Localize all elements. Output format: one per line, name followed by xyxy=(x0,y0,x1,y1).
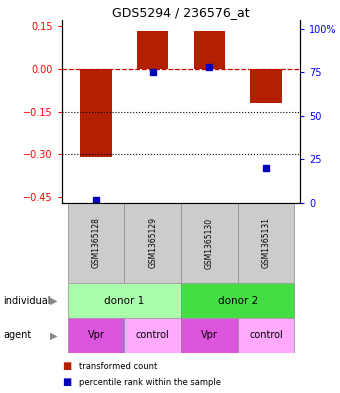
Bar xyxy=(68,203,124,283)
Text: Vpr: Vpr xyxy=(201,331,218,340)
Text: transformed count: transformed count xyxy=(79,362,157,371)
Bar xyxy=(137,31,168,69)
Text: ■: ■ xyxy=(62,362,71,371)
Text: ■: ■ xyxy=(62,377,71,387)
Bar xyxy=(181,203,238,283)
Text: Vpr: Vpr xyxy=(88,331,104,340)
Bar xyxy=(124,318,181,353)
Text: GSM1365131: GSM1365131 xyxy=(261,217,271,268)
Text: ▶: ▶ xyxy=(50,331,58,340)
Text: GSM1365130: GSM1365130 xyxy=(205,217,214,268)
Text: percentile rank within the sample: percentile rank within the sample xyxy=(79,378,221,387)
Bar xyxy=(238,318,294,353)
Text: donor 1: donor 1 xyxy=(104,296,144,305)
Bar xyxy=(194,31,225,69)
Text: donor 2: donor 2 xyxy=(218,296,258,305)
Bar xyxy=(68,283,181,318)
Text: GSM1365129: GSM1365129 xyxy=(148,217,157,268)
Text: agent: agent xyxy=(3,331,32,340)
Bar xyxy=(68,318,124,353)
Bar xyxy=(181,283,294,318)
Text: control: control xyxy=(249,331,283,340)
Bar xyxy=(251,69,282,103)
Text: ▶: ▶ xyxy=(50,296,58,305)
Bar xyxy=(81,69,112,157)
Bar xyxy=(238,203,294,283)
Title: GDS5294 / 236576_at: GDS5294 / 236576_at xyxy=(112,6,250,19)
Text: control: control xyxy=(136,331,170,340)
Text: GSM1365128: GSM1365128 xyxy=(91,218,101,268)
Bar xyxy=(181,318,238,353)
Bar xyxy=(124,203,181,283)
Text: individual: individual xyxy=(3,296,51,305)
